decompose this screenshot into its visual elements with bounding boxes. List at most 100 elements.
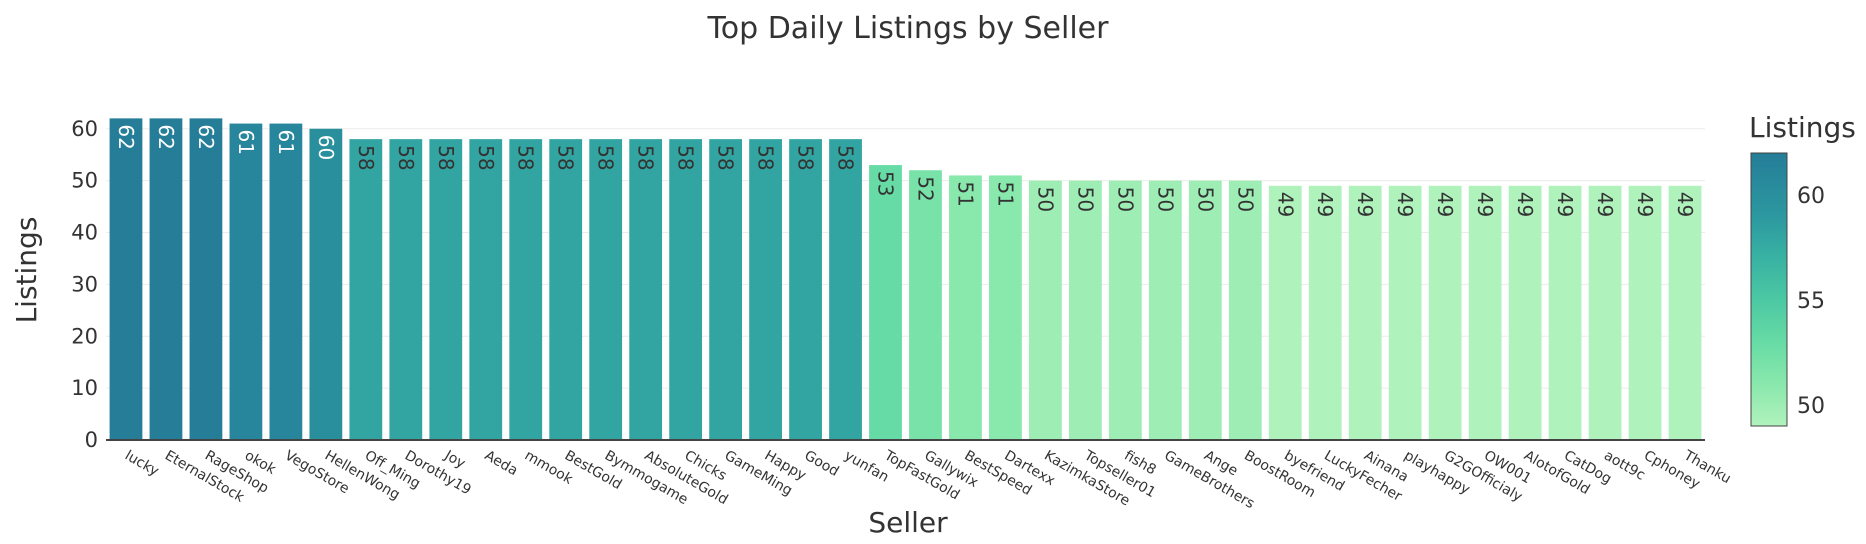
bar [1388,185,1422,440]
bar-value-label: 58 [474,145,498,170]
x-tick-label: yunfan [842,448,892,486]
colorbar-tick-label: 60 [1797,184,1825,209]
bar-value-label: 53 [874,171,898,196]
bar [989,175,1022,440]
bar [149,118,183,440]
bar [469,139,503,440]
bar [1588,185,1622,440]
bar-value-label: 58 [434,145,458,170]
y-tick-label: 60 [71,117,98,141]
bar [1508,185,1542,440]
bar [189,118,223,440]
grid-lines [106,128,1705,389]
bar [229,123,263,440]
bar-value-label: 49 [1593,192,1617,217]
chart-title: Top Daily Listings by Seller [707,11,1110,46]
bar [269,123,303,440]
y-axis-title: Listings [10,217,43,324]
bar [1108,180,1142,440]
bar-value-label: 49 [1673,192,1697,217]
bar-value-label: 61 [234,130,258,155]
bar [1468,185,1502,440]
bar [869,165,902,440]
bar [109,118,143,440]
bar [1668,185,1702,440]
bar [829,139,862,440]
bar [509,139,543,440]
y-tick-label: 50 [71,169,98,193]
x-tick-label: lucky [122,448,161,480]
bar [909,170,942,440]
bar-value-label: 58 [754,145,778,170]
colorbar-tick-label: 55 [1797,289,1825,314]
bar-value-label: 58 [514,145,538,170]
bar [1428,185,1462,440]
bar [389,139,423,440]
bar [1068,180,1102,440]
x-tick-label: Good [802,448,842,480]
bar [1308,185,1342,440]
bar-value-label: 49 [1273,192,1297,217]
bar [1628,185,1662,440]
x-axis-title: Seller [868,506,948,539]
bar-value-label: 61 [274,130,298,155]
bar-value-label: 49 [1433,192,1457,217]
bar [1228,180,1262,440]
colorbar-tick-label: 50 [1797,394,1825,419]
bar [749,139,782,440]
bar-value-label: 52 [913,176,937,201]
bar-value-label: 49 [1553,192,1577,217]
bar [429,139,463,440]
bar-value-label: 50 [1073,187,1097,212]
bar-value-label: 58 [794,145,818,170]
bar [789,139,822,440]
bar-value-label: 58 [634,145,658,170]
bar [1029,180,1062,440]
bar-value-label: 58 [354,145,378,170]
colorbar-ticks: 50 55 60 [1797,184,1825,419]
y-tick-label: 30 [71,272,98,296]
bar-value-label: 58 [394,145,418,170]
bar-value-label: 58 [674,145,698,170]
bar-value-label: 62 [114,124,138,149]
bar-value-label: 50 [1113,187,1137,212]
bars: 62 62 62 61 61 60 58 58 58 58 58 58 58 58 58 58 58 58 58 53… [109,118,1702,440]
bar [709,139,743,440]
x-tick-label: Aeda [482,448,521,480]
bar-value-label: 49 [1353,192,1377,217]
bar-value-label: 58 [714,145,738,170]
bar-value-label: 50 [1233,187,1257,212]
y-axis-ticks: 0 10 20 30 40 50 60 [71,117,98,452]
bar-value-label: 49 [1313,192,1337,217]
y-tick-label: 40 [71,221,98,245]
bar-value-label: 51 [953,181,977,206]
bar [669,139,703,440]
bar-value-label: 60 [314,135,338,160]
colorbar: Listings 50 55 60 [1749,111,1856,427]
bar [1548,185,1582,440]
bar-value-label: 50 [1153,187,1177,212]
bar-value-label: 58 [554,145,578,170]
bar [949,175,982,440]
colorbar-title: Listings [1749,111,1856,144]
bar-value-label: 49 [1513,192,1537,217]
bar-value-label: 62 [154,124,178,149]
bar [589,139,623,440]
bar-value-label: 50 [1033,187,1057,212]
bar-value-label: 49 [1633,192,1657,217]
bar-value-label: 50 [1193,187,1217,212]
bar-value-label: 49 [1393,192,1417,217]
bar [1268,185,1302,440]
bar [549,139,583,440]
y-tick-label: 20 [71,324,98,348]
bar-value-label: 58 [834,145,858,170]
bar-value-label: 62 [194,124,218,149]
bar [349,139,383,440]
bar [1348,185,1382,440]
bar [1148,180,1182,440]
y-tick-label: 10 [71,376,98,400]
bar-value-label: 51 [993,181,1017,206]
